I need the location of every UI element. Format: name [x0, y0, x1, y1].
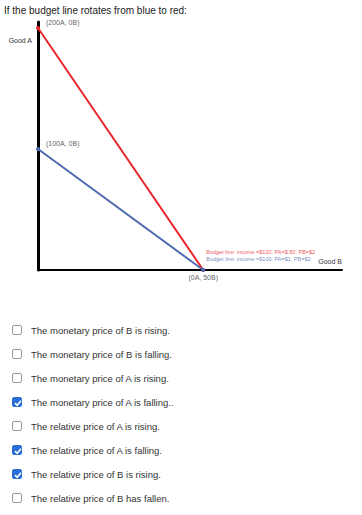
- html-text:The relative price of B is ris: The relative price of B is rising.: [31, 468, 161, 480]
- svg-text:Budget line: income =$100, PA=: Budget line: income =$100, PA=$.50, PB=$…: [206, 249, 315, 255]
- svg-text:(0A, 50B): (0A, 50B): [188, 274, 218, 282]
- html-text:The monetary price of A is ris: The monetary price of A is rising.: [31, 372, 169, 384]
- html-text:The monetary price of B is ris: The monetary price of B is rising.: [31, 324, 170, 336]
- html-text:The relative price of A is fal: The relative price of A is falling.: [31, 444, 162, 456]
- html-text:The monetary price of A is fal: The monetary price of A is falling..: [31, 396, 174, 408]
- html-text:The relative price of A is ris: The relative price of A is rising.: [31, 420, 160, 432]
- html-text:The relative price of B has fa: The relative price of B has fallen.: [31, 492, 170, 504]
- svg-text:Good A: Good A: [9, 37, 33, 44]
- svg-text:Budget line: income =$100, PA=: Budget line: income =$100, PA=$1, PB=$2: [206, 256, 310, 262]
- svg-text:Good B: Good B: [318, 258, 342, 265]
- html-text:The monetary price of B is fal: The monetary price of B is falling.: [31, 348, 172, 360]
- svg-text:(100A, 0B): (100A, 0B): [46, 140, 79, 148]
- html-text:If the budget line rotates fro: If the budget line rotates from blue to …: [4, 5, 187, 16]
- svg-text:(200A, 0B): (200A, 0B): [46, 19, 79, 27]
